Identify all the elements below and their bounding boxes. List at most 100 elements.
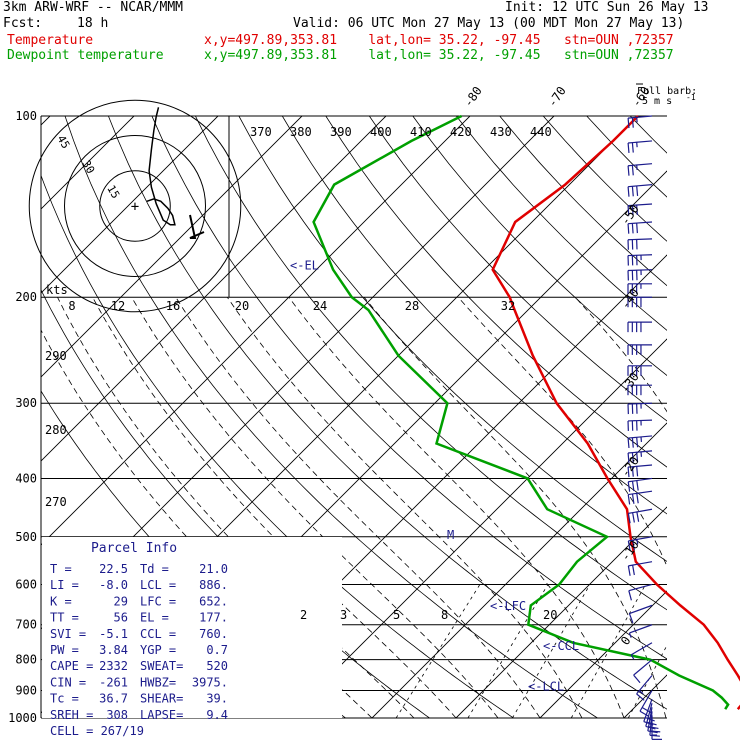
hodograph-ring-label-15: 15 <box>104 183 122 201</box>
isotherm-line <box>539 590 667 718</box>
isotherm-line <box>708 116 740 718</box>
isotherm-line <box>41 116 387 462</box>
wind-barb-flag <box>631 466 634 477</box>
valid-time: Valid: 06 UTC Mon 27 May 13 (00 MDT Mon … <box>293 16 685 31</box>
wind-barb-flag <box>646 721 657 726</box>
wind-barb <box>633 659 653 676</box>
wind-barb-flag <box>636 480 639 491</box>
panel-key: SVI = <box>50 627 86 641</box>
panel-value: -8.0 <box>99 578 128 592</box>
wind-barb <box>636 675 653 695</box>
hodograph-ring-30 <box>64 135 206 277</box>
panel-cell: CELL = 267/19 <box>50 724 144 738</box>
hodograph-center: + <box>131 199 139 215</box>
mixing-ratio-label-20: 20 <box>543 608 557 622</box>
dry-adiabat <box>717 116 740 718</box>
mixing-ratio-line <box>627 644 667 718</box>
wind-barb <box>627 254 653 257</box>
panel-value: 177. <box>199 611 228 625</box>
wind-barb-flag <box>627 223 630 234</box>
theta-label-390: 390 <box>330 125 352 139</box>
isotherm-line <box>287 338 667 718</box>
panel-background <box>42 537 342 718</box>
panel-value: 2332 <box>99 659 128 673</box>
isotherm-label--70: -70 <box>545 84 569 110</box>
panel-value: 520 <box>206 659 228 673</box>
wind-barb-flag <box>636 493 639 504</box>
wind-barb-flag <box>627 467 630 478</box>
wind-barb <box>628 477 653 483</box>
wind-barb-flag <box>641 706 652 714</box>
hodograph-ring-15 <box>99 170 171 242</box>
panel-key: SREH = <box>50 708 93 722</box>
panel-value: 36.7 <box>99 692 128 706</box>
panel-value: 21.0 <box>199 562 228 576</box>
dry-adiabat <box>412 116 667 376</box>
hodograph-ring-label-30: 30 <box>79 158 97 176</box>
wind-barb <box>628 435 653 439</box>
dry-adiabat <box>629 116 667 154</box>
panel-key: LFC = <box>140 594 176 608</box>
wind-barb-flag <box>631 117 634 128</box>
isotherm-line <box>41 116 471 546</box>
mixing-ratio-line <box>467 584 549 718</box>
panel-value: 3.84 <box>99 643 128 657</box>
panel-key: LI = <box>50 578 79 592</box>
wind-barb <box>627 419 653 422</box>
wind-barb-flag <box>632 512 635 523</box>
wind-barb-flag <box>627 494 631 505</box>
isotherm-lines <box>41 116 740 718</box>
wind-barb-flag <box>631 186 634 197</box>
wind-barb-flag <box>636 204 638 216</box>
isotherm-label--50: -50 <box>618 202 642 228</box>
panel-key: CIN = <box>50 675 86 689</box>
pressure-label-300: 300 <box>15 396 37 410</box>
wind-barb-half <box>636 539 639 545</box>
panel-title: Parcel Info <box>91 541 177 556</box>
barb-legend-exponent: -1 <box>686 93 696 102</box>
panel-key: SHEAR= <box>140 692 183 706</box>
wind-barb-flag <box>627 186 630 197</box>
mixing-ratio-label-5: 5 <box>393 608 400 622</box>
panel-key: YGP = <box>140 643 176 657</box>
panel-key: PW = <box>50 643 79 657</box>
wind-barb-flag <box>636 437 639 448</box>
wind-barb-flag <box>636 223 638 234</box>
lfc-annotation: <-LFC <box>490 599 526 613</box>
theta-label-380: 380 <box>290 125 312 139</box>
dry-adiabat <box>64 116 598 718</box>
ccl-annotation: <-CCL <box>543 639 579 653</box>
wind-barb-flag <box>627 540 631 551</box>
moist-adiabat <box>175 296 541 718</box>
wind-barb <box>630 642 653 656</box>
forecast-value: 18 h <box>77 16 109 31</box>
panel-value: 9.4 <box>206 708 228 722</box>
moist-adiabat <box>92 297 457 718</box>
pressure-label-800: 800 <box>15 653 37 667</box>
panel-value: 0.7 <box>206 643 228 657</box>
temperature-location: x,y=497.89,353.81 lat,lon= 35.22, -97.45… <box>204 33 674 48</box>
dry-adiabat <box>108 116 667 710</box>
panel-key: CAPE = <box>50 659 93 673</box>
wind-barb-flag <box>631 223 634 234</box>
isotherm-label--20: -20 <box>618 454 642 480</box>
mixing-ratio-line <box>680 584 740 718</box>
m-annotation: M <box>447 528 454 542</box>
wind-barb-flag <box>636 466 639 477</box>
theta-label-420: 420 <box>450 125 472 139</box>
dry-adiabat <box>281 116 667 515</box>
theta-label-440: 440 <box>530 125 552 139</box>
wind-barb-flag <box>649 734 660 737</box>
panel-key: T = <box>50 562 72 576</box>
wind-barb-flag <box>627 118 630 129</box>
mixing-ratio-lines <box>395 584 740 718</box>
dewpoint-profile <box>312 114 730 710</box>
speed-tick-16: 16 <box>166 299 180 313</box>
dry-adiabat <box>368 116 667 422</box>
mixing-ratio-label-2: 2 <box>300 608 307 622</box>
panel-key: HWBZ= <box>140 675 176 689</box>
panel-key: TT = <box>50 611 79 625</box>
wind-barb-flag <box>631 165 634 176</box>
dry-adiabat <box>195 116 667 611</box>
